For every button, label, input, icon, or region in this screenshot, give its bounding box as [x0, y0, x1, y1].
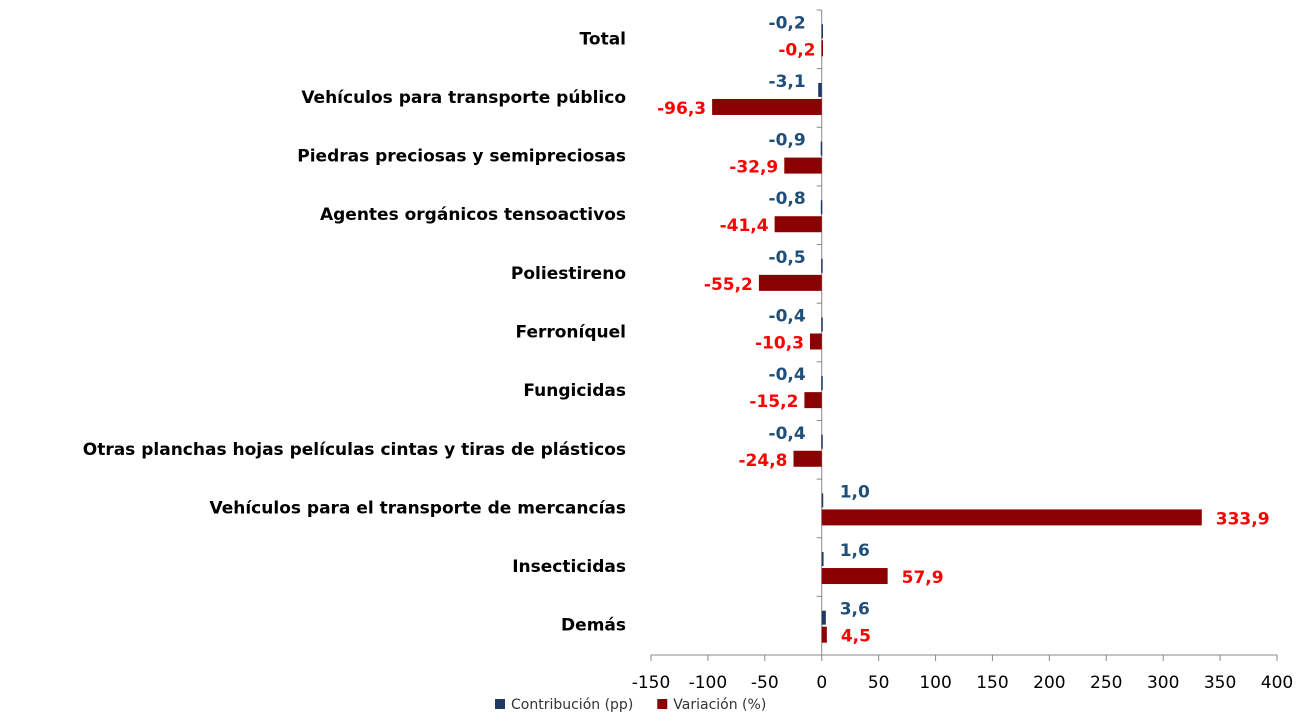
value-label: -0,4 — [769, 365, 806, 385]
value-label: -0,4 — [769, 424, 806, 444]
legend-swatch — [495, 699, 505, 709]
value-label: 1,0 — [840, 482, 870, 502]
bar — [804, 392, 822, 409]
bar — [821, 610, 826, 625]
value-label: -0,9 — [769, 131, 806, 151]
category-label: Poliestireno — [511, 264, 626, 284]
bar — [821, 626, 827, 643]
x-tick-label: -50 — [751, 673, 779, 693]
value-label: -0,2 — [769, 13, 806, 33]
legend-label: Contribución (pp) — [511, 697, 633, 713]
value-label: -0,4 — [769, 307, 806, 327]
value-label: -10,3 — [755, 334, 804, 354]
x-tick-label: 50 — [868, 673, 890, 693]
value-label: -0,2 — [778, 40, 815, 60]
x-tick-label: 350 — [1204, 673, 1236, 693]
bar — [821, 509, 1202, 526]
bar — [821, 493, 824, 508]
bar — [821, 434, 823, 449]
bar — [821, 40, 823, 57]
value-label: -3,1 — [769, 72, 806, 92]
category-label: Otras planchas hojas películas cintas y … — [83, 440, 626, 460]
category-label: Insecticidas — [512, 557, 626, 577]
value-label: 57,9 — [902, 568, 944, 588]
category-label: Demás — [561, 616, 626, 636]
category-label: Fungicidas — [523, 381, 626, 401]
bar — [774, 216, 822, 233]
x-tick-label: -150 — [632, 673, 671, 693]
legend-swatch — [657, 699, 668, 709]
category-label: Vehículos para el transporte de mercancí… — [210, 498, 627, 518]
value-label: 333,9 — [1216, 509, 1270, 529]
x-tick-label: 200 — [1033, 673, 1065, 693]
value-label: 3,6 — [840, 600, 870, 620]
value-label: -0,5 — [769, 248, 806, 268]
bar — [820, 141, 823, 156]
x-tick-label: 250 — [1090, 673, 1122, 693]
category-label: Piedras preciosas y semipreciosas — [297, 147, 626, 167]
x-tick-label: 0 — [816, 673, 827, 693]
value-label: -32,9 — [729, 158, 778, 178]
value-label: -15,2 — [749, 392, 798, 412]
bar — [810, 333, 822, 350]
bar — [712, 98, 822, 115]
bar — [784, 157, 822, 174]
bar — [758, 274, 822, 291]
category-label: Ferroníquel — [516, 323, 626, 343]
x-tick-label: 400 — [1261, 673, 1293, 693]
bar — [820, 200, 823, 215]
value-label: 4,5 — [841, 627, 871, 647]
value-label: -0,8 — [769, 189, 806, 209]
bar — [821, 376, 823, 391]
x-tick-label: -100 — [689, 673, 728, 693]
bar — [821, 552, 824, 567]
x-tick-label: 100 — [919, 673, 951, 693]
x-tick-label: 300 — [1147, 673, 1179, 693]
value-label: -24,8 — [739, 451, 788, 471]
category-label: Vehículos para transporte público — [301, 88, 626, 108]
value-label: -55,2 — [704, 275, 753, 295]
bar — [821, 258, 823, 273]
category-label: Total — [580, 29, 626, 49]
bar — [821, 24, 823, 39]
value-label: -96,3 — [657, 99, 706, 119]
category-label: Agentes orgánicos tensoactivos — [320, 205, 626, 225]
x-tick-label: 150 — [976, 673, 1008, 693]
legend-label: Variación (%) — [673, 697, 766, 713]
bar — [818, 82, 822, 97]
value-label: 1,6 — [840, 541, 870, 561]
bar — [793, 450, 822, 467]
value-label: -41,4 — [720, 216, 769, 236]
bar — [821, 317, 823, 332]
bar — [821, 568, 888, 585]
